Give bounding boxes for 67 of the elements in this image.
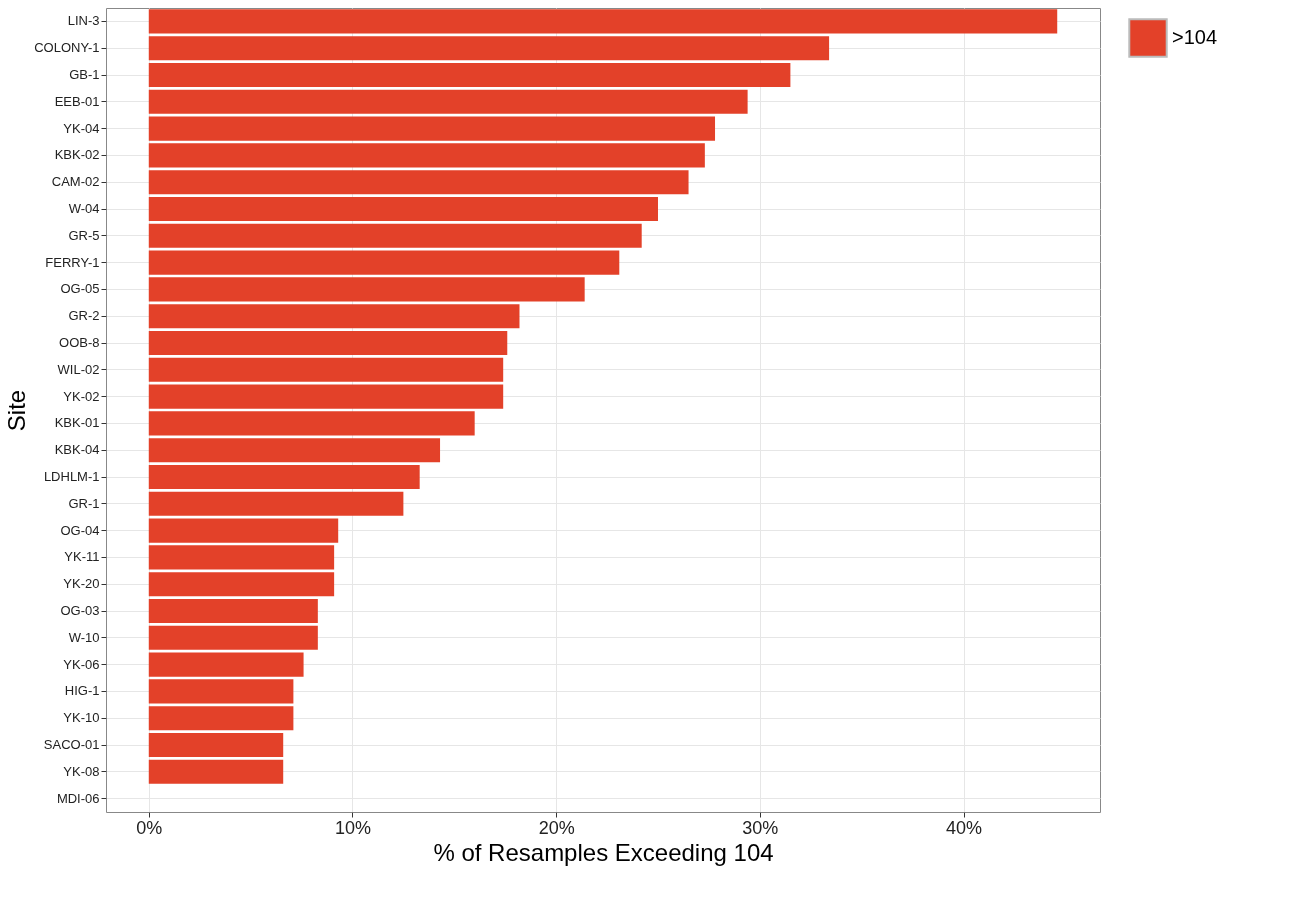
y-tick-label: YK-02 bbox=[63, 388, 100, 404]
y-tick-label: GR-1 bbox=[68, 495, 100, 511]
bar bbox=[148, 330, 508, 356]
bar bbox=[148, 679, 294, 704]
bar bbox=[148, 464, 420, 490]
y-tick-label: FERRY-1 bbox=[45, 254, 100, 270]
bar bbox=[148, 62, 791, 88]
bar bbox=[148, 518, 339, 543]
y-tick-label: YK-04 bbox=[63, 120, 100, 136]
y-tick-label: KBK-04 bbox=[54, 442, 100, 458]
bar bbox=[148, 572, 335, 597]
bar bbox=[148, 706, 294, 731]
y-tick-label: YK-06 bbox=[63, 656, 100, 672]
y-axis-title: Site bbox=[3, 389, 31, 432]
bar bbox=[148, 491, 404, 516]
y-tick-label: YK-11 bbox=[64, 549, 100, 565]
bar bbox=[148, 196, 658, 222]
y-tick-label: YK-08 bbox=[63, 763, 100, 779]
x-tick-label: 20% bbox=[538, 817, 575, 838]
y-tick-label: W-10 bbox=[68, 629, 100, 645]
bar bbox=[148, 170, 689, 195]
bar bbox=[148, 598, 318, 624]
bar bbox=[148, 89, 748, 114]
y-tick-label: MDI-06 bbox=[56, 790, 100, 806]
x-tick-label: 10% bbox=[334, 817, 371, 838]
y-tick-label: GB-1 bbox=[69, 67, 100, 82]
y-tick-label: COLONY-1 bbox=[34, 40, 100, 56]
y-tick-label: LDHLM-1 bbox=[43, 469, 100, 484]
bar bbox=[148, 438, 441, 463]
x-tick-label: 0% bbox=[136, 817, 163, 838]
y-tick-label: OG-03 bbox=[60, 603, 100, 618]
y-tick-label: GR-2 bbox=[68, 308, 100, 324]
bar bbox=[148, 545, 335, 570]
y-tick-label: OG-05 bbox=[60, 281, 100, 297]
y-tick-label: YK-10 bbox=[63, 710, 100, 726]
y-tick-label: OOB-8 bbox=[59, 335, 100, 350]
bar bbox=[148, 277, 585, 302]
y-tick-label: KBK-01 bbox=[54, 415, 100, 431]
bar bbox=[148, 652, 304, 677]
y-tick-label: YK-20 bbox=[63, 576, 100, 592]
bar bbox=[148, 250, 620, 275]
y-tick-label: SACO-01 bbox=[43, 737, 100, 752]
y-tick-label: WIL-02 bbox=[57, 361, 100, 377]
y-tick-label: OG-04 bbox=[60, 522, 100, 538]
x-axis-title: % of Resamples Exceeding 104 bbox=[433, 838, 774, 866]
x-tick-label: 30% bbox=[742, 817, 779, 838]
y-tick-label: CAM-02 bbox=[51, 174, 100, 190]
bar bbox=[148, 411, 475, 436]
bar bbox=[148, 223, 642, 248]
bar bbox=[148, 116, 716, 141]
y-tick-label: KBK-02 bbox=[54, 147, 100, 163]
bar bbox=[148, 357, 504, 382]
bar bbox=[148, 732, 284, 758]
bar bbox=[148, 625, 318, 650]
bar bbox=[148, 36, 830, 61]
y-tick-label: W-04 bbox=[68, 201, 100, 216]
bar bbox=[148, 384, 504, 409]
y-tick-label: GR-5 bbox=[68, 227, 100, 243]
bar bbox=[148, 143, 705, 168]
y-tick-label: EEB-01 bbox=[54, 93, 100, 109]
y-tick-label: HIG-1 bbox=[64, 683, 100, 699]
x-tick-label: 40% bbox=[946, 817, 983, 838]
bar bbox=[148, 304, 520, 329]
bar bbox=[148, 759, 284, 784]
bar bbox=[148, 9, 1058, 34]
y-tick-label: LIN-3 bbox=[67, 13, 100, 29]
legend-label: >104 bbox=[1172, 26, 1218, 48]
